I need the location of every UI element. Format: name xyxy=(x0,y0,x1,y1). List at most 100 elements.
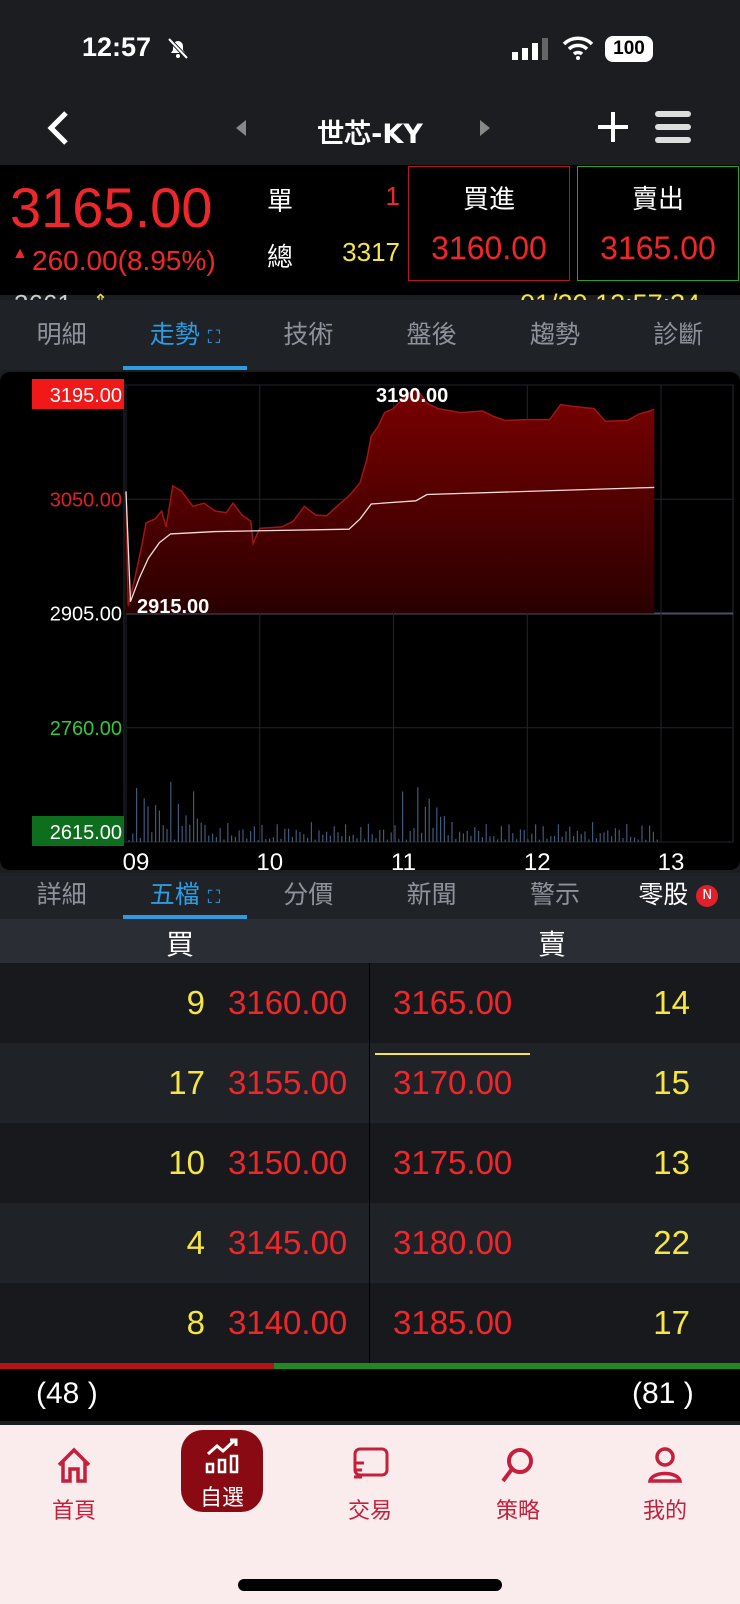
bell-slash-icon xyxy=(167,37,189,60)
bid-price[interactable]: 3155.00 xyxy=(228,1064,348,1101)
order-book-row[interactable]: 17 3155.00 3170.00 15 xyxy=(0,1043,740,1123)
tab-trends[interactable]: 趨勢 xyxy=(493,300,616,370)
tab-diagnosis[interactable]: 診斷 xyxy=(617,300,740,370)
nav-home-label: 首頁 xyxy=(51,1499,96,1524)
ask-price[interactable]: 3180.00 xyxy=(393,1224,513,1261)
average-price-line xyxy=(125,486,655,602)
y-tick-label: 3050.00 xyxy=(50,489,122,511)
tab-odd-lot[interactable]: 零股 N xyxy=(617,873,740,919)
ask-price[interactable]: 3175.00 xyxy=(393,1144,513,1181)
y-label-bg-low xyxy=(32,816,124,846)
tab-label: 明細 xyxy=(36,320,87,349)
bid-qty: 4 xyxy=(186,1224,205,1261)
plus-icon[interactable] xyxy=(596,110,630,144)
price-area xyxy=(126,388,655,614)
menu-icon[interactable] xyxy=(655,110,691,144)
price-change: 260.00(8.95%) xyxy=(32,245,216,276)
nav-watchlist[interactable]: 自選 xyxy=(181,1430,263,1512)
ask-qty: 13 xyxy=(653,1144,690,1181)
order-book-row[interactable]: 4 3145.00 3180.00 22 xyxy=(0,1203,740,1283)
tab-label: 警示 xyxy=(529,880,580,909)
tab-label: 走勢 xyxy=(149,320,200,349)
ask-price[interactable]: 3170.00 xyxy=(393,1064,513,1101)
tab-label: 盤後 xyxy=(406,320,457,349)
order-book-header: 買 賣 xyxy=(0,919,740,963)
tab-after-hours[interactable]: 盤後 xyxy=(370,300,493,370)
battery-icon: 100 xyxy=(605,36,653,62)
expand-icon[interactable]: ⛶ xyxy=(207,327,221,348)
buy-label: 買進 xyxy=(462,185,515,215)
tab-trend[interactable]: 走勢 ⛶ xyxy=(123,300,247,370)
quote-panel: 3165.00 ▲ 260.00(8.95%) 單 1 總 3317 買進 31… xyxy=(0,165,740,319)
current-price-underline xyxy=(375,1053,530,1055)
intraday-chart[interactable]: 3195.00 3050.00 2905.00 2760.00 2615.00 09 10 1… xyxy=(0,372,740,876)
y-tick-label: 2760.00 xyxy=(50,718,122,740)
tab-label: 分價 xyxy=(283,880,334,909)
bid-price[interactable]: 3150.00 xyxy=(228,1144,348,1181)
battery-level: 100 xyxy=(613,38,645,59)
tab-five-levels[interactable]: 五檔 ⛶ xyxy=(123,873,247,919)
sell-price: 3165.00 xyxy=(600,230,716,266)
nav-watchlist-label: 自選 xyxy=(199,1486,244,1511)
tab-alerts[interactable]: 警示 xyxy=(493,873,616,919)
bid-price[interactable]: 3140.00 xyxy=(228,1304,348,1341)
sell-label: 賣出 xyxy=(631,185,684,215)
prev-icon[interactable] xyxy=(236,120,248,136)
nav-trade-label: 交易 xyxy=(347,1499,392,1524)
order-book-row[interactable]: 10 3150.00 3175.00 13 xyxy=(0,1123,740,1203)
tab-news[interactable]: 新聞 xyxy=(370,873,493,919)
back-icon[interactable] xyxy=(44,110,72,146)
home-icon xyxy=(57,1447,91,1483)
bid-price[interactable]: 3160.00 xyxy=(228,984,348,1021)
nav-strategy[interactable]: 策略 xyxy=(476,1445,560,1525)
bid-qty: 10 xyxy=(168,1144,205,1181)
tab-label: 新聞 xyxy=(406,880,457,909)
sell-button[interactable]: 賣出 3165.00 xyxy=(577,166,739,281)
buy-price: 3160.00 xyxy=(431,230,547,266)
clock: 12:57 xyxy=(82,32,152,62)
chart-tabs: 明細 走勢 ⛶ 技術 盤後 趨勢 診斷 xyxy=(0,300,740,370)
next-icon[interactable] xyxy=(478,120,490,136)
tab-label: 技術 xyxy=(283,320,334,349)
buy-button[interactable]: 買進 3160.00 xyxy=(408,166,570,281)
price-line xyxy=(125,387,655,606)
bid-qty: 9 xyxy=(186,984,205,1021)
tab-label: 詳細 xyxy=(36,880,87,909)
ask-price[interactable]: 3185.00 xyxy=(393,1304,513,1341)
ask-price[interactable]: 3165.00 xyxy=(393,984,513,1021)
expand-icon[interactable]: ⛶ xyxy=(207,887,221,908)
bid-qty: 17 xyxy=(168,1064,205,1101)
trade-icon xyxy=(353,1447,389,1479)
search-icon xyxy=(501,1448,533,1483)
up-arrow-icon: ▲ xyxy=(12,245,28,262)
tab-technical[interactable]: 技術 xyxy=(247,300,370,370)
x-tick-label: 11 xyxy=(391,849,416,870)
home-indicator xyxy=(238,1579,502,1591)
total-label: 總 xyxy=(267,243,294,273)
buy-header: 買 xyxy=(166,928,195,961)
tab-label: 趨勢 xyxy=(529,320,580,349)
single-volume: 1 xyxy=(385,181,400,211)
total-volume: 3317 xyxy=(342,237,400,267)
order-book-divider xyxy=(369,963,370,1363)
y-tick-label: 3195.00 xyxy=(50,385,122,407)
nav-me[interactable]: 我的 xyxy=(623,1445,707,1525)
x-tick-label: 13 xyxy=(658,849,685,870)
x-tick-label: 12 xyxy=(524,849,551,870)
tab-detail[interactable]: 明細 xyxy=(0,300,123,370)
single-label: 單 xyxy=(267,187,294,217)
order-book-row[interactable]: 8 3140.00 3185.00 17 xyxy=(0,1283,740,1363)
bid-price[interactable]: 3145.00 xyxy=(228,1224,348,1261)
bid-ask-ratio-bar xyxy=(0,1363,740,1369)
tab-price-distribution[interactable]: 分價 xyxy=(247,873,370,919)
totals-row: (48 ) (81 ) xyxy=(0,1369,740,1421)
bid-ratio-fill xyxy=(0,1363,274,1369)
tab-details[interactable]: 詳細 xyxy=(0,873,123,919)
y-tick-label: 2615.00 xyxy=(50,822,122,844)
bottom-nav: 首頁 自選 交易 策略 我的 xyxy=(0,1425,740,1604)
new-badge: N xyxy=(696,885,719,907)
nav-trade[interactable]: 交易 xyxy=(328,1445,412,1525)
nav-home[interactable]: 首頁 xyxy=(32,1445,116,1525)
y-tick-label: 2905.00 xyxy=(50,604,122,626)
order-book-row[interactable]: 9 3160.00 3165.00 14 xyxy=(0,963,740,1043)
